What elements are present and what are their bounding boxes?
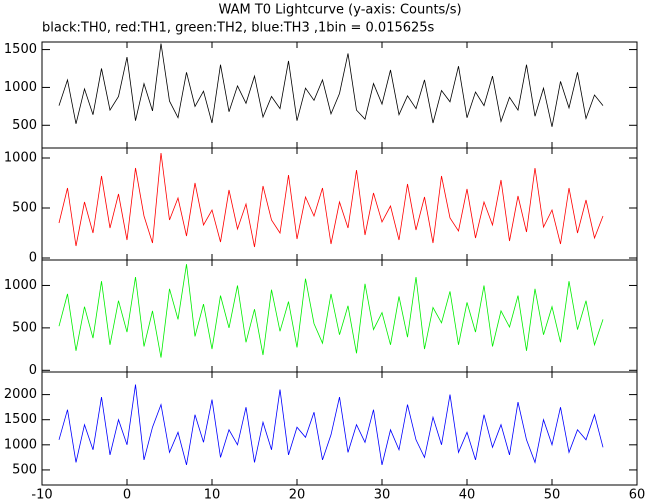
chart-subtitle: black:TH0, red:TH1, green:TH2, blue:TH3 … xyxy=(42,21,435,36)
y-tick-label: 1000 xyxy=(4,437,37,452)
light-curve xyxy=(58,264,604,358)
x-tick-label: 20 xyxy=(289,488,306,503)
x-tick-label: 50 xyxy=(544,488,561,503)
x-tick-label: -10 xyxy=(31,488,52,503)
x-tick-label: 0 xyxy=(123,488,131,503)
light-curve xyxy=(58,152,604,248)
y-tick-label: 1500 xyxy=(4,42,37,57)
panel-frame xyxy=(41,371,638,486)
y-tick-label: 0 xyxy=(29,363,37,378)
y-tick-label: 0 xyxy=(29,251,37,266)
light-curve xyxy=(58,384,604,466)
y-tick-label: 500 xyxy=(12,201,37,216)
panel-frame xyxy=(41,259,638,373)
x-tick-label: 30 xyxy=(374,488,391,503)
y-tick-label: 2000 xyxy=(4,387,37,402)
x-tick-label: 60 xyxy=(629,488,646,503)
y-tick-label: 500 xyxy=(12,320,37,335)
y-tick-label: 1000 xyxy=(4,151,37,166)
chart-title: WAM T0 Lightcurve (y-axis: Counts/s) xyxy=(218,3,461,18)
light-curve xyxy=(58,43,604,127)
y-tick-label: 1000 xyxy=(4,278,37,293)
x-tick-label: 10 xyxy=(204,488,221,503)
y-tick-label: 500 xyxy=(12,118,37,133)
y-tick-label: 1000 xyxy=(4,80,37,95)
y-tick-label: 1500 xyxy=(4,412,37,427)
panel-frame xyxy=(41,41,638,149)
x-tick-label: 40 xyxy=(459,488,476,503)
y-tick-label: 500 xyxy=(12,462,37,477)
